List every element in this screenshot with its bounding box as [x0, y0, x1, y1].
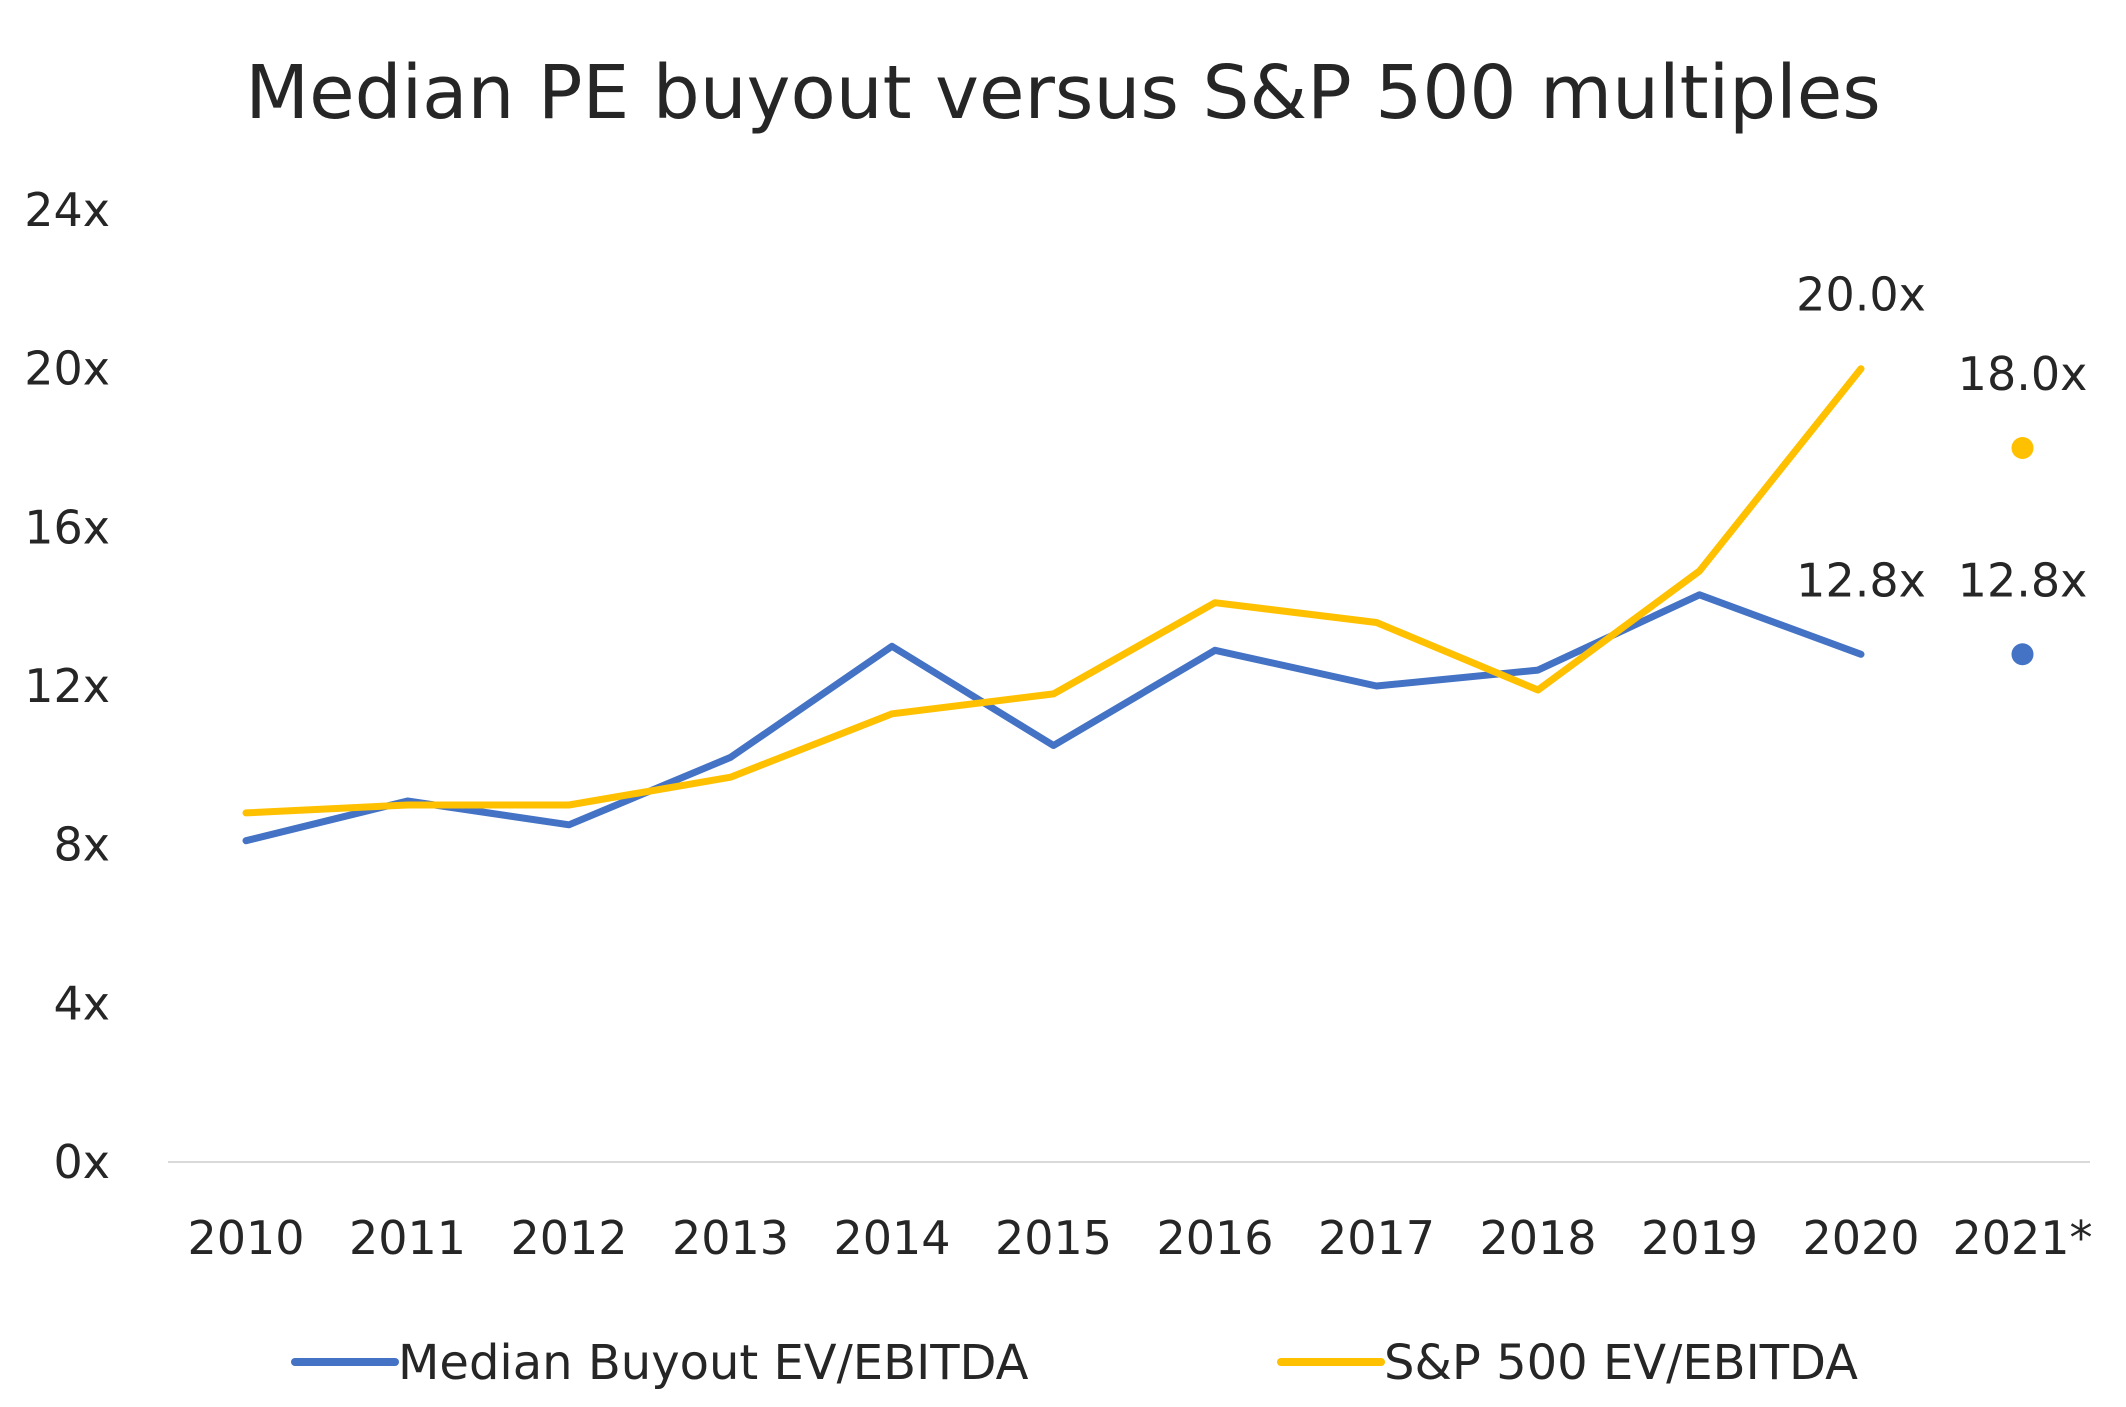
legend-label: S&P 500 EV/EBITDA [1384, 1335, 1858, 1391]
chart-title: Median PE buyout versus S&P 500 multiple… [245, 50, 1881, 136]
legend: Median Buyout EV/EBITDA S&P 500 EV/EBITDA [291, 1335, 1858, 1391]
x-tick-label: 2017 [1318, 1211, 1435, 1265]
legend-label: Median Buyout EV/EBITDA [398, 1335, 1029, 1391]
x-tick-label: 2016 [1156, 1211, 1273, 1265]
y-tick-label: 8x [54, 818, 111, 872]
x-tick-label: 2020 [1802, 1211, 1919, 1265]
y-tick-label: 4x [54, 976, 111, 1030]
series-line-0 [242, 591, 1865, 845]
data-label: 20.0x [1796, 268, 1926, 322]
y-tick-label: 16x [24, 500, 110, 554]
series-point-1 [2011, 437, 2034, 459]
series-line-1 [242, 365, 1865, 817]
x-tick-label: 2012 [510, 1211, 627, 1265]
x-tick-label: 2018 [1479, 1211, 1596, 1265]
y-tick-label: 20x [24, 342, 110, 396]
data-label: 18.0x [1958, 347, 2088, 401]
x-tick-label: 2014 [833, 1211, 950, 1265]
x-tick-label: 2019 [1641, 1211, 1758, 1265]
series-point-0 [2011, 643, 2034, 666]
axes: 0x 4x 8x 12x 16x 20x 24x 2010 2011 2012 2013 2014 20… [24, 183, 2092, 1265]
x-tick-label: 2010 [187, 1211, 304, 1265]
data-label: 12.8x [1958, 553, 2088, 607]
y-tick-label: 0x [54, 1135, 111, 1189]
x-tick-label: 2021* [1952, 1211, 2092, 1265]
data-label: 12.8x [1796, 553, 1926, 607]
x-tick-label: 2015 [995, 1211, 1112, 1265]
data-labels: 20.0x 18.0x 12.8x 12.8x [1796, 268, 2087, 608]
y-tick-label: 12x [24, 659, 110, 713]
series-lines [242, 365, 1865, 845]
y-tick-label: 24x [24, 183, 110, 237]
x-tick-label: 2013 [672, 1211, 789, 1265]
series-points [2011, 437, 2034, 666]
x-tick-label: 2011 [349, 1211, 466, 1265]
